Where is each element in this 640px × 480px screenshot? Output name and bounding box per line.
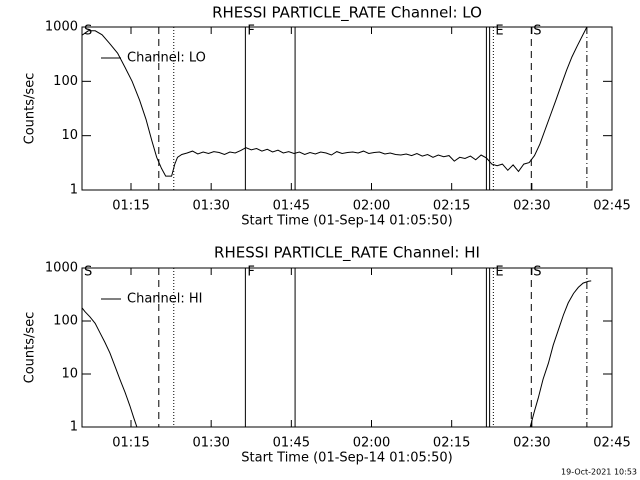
x-tick-label: 02:45 — [593, 199, 630, 214]
x-tick-label: 02:00 — [353, 199, 390, 214]
y-tick-label: 100 — [53, 314, 78, 329]
x-tick-label: 01:30 — [192, 436, 229, 451]
legend-label: Channel: HI — [127, 292, 203, 307]
x-tick-label: 02:30 — [513, 436, 550, 451]
event-label: E — [495, 265, 503, 280]
y-tick-label: 100 — [53, 74, 78, 89]
footer-date: 19-Oct-2021 10:53 — [561, 468, 637, 477]
y-axis-label: Counts/sec — [23, 312, 38, 384]
x-tick-label: 02:45 — [593, 436, 630, 451]
plot-frame — [81, 267, 613, 428]
x-axis-label: Start Time (01-Sep-14 01:05:50) — [241, 214, 452, 229]
x-tick-label: 02:15 — [433, 436, 470, 451]
x-tick-label: 02:00 — [353, 436, 390, 451]
event-label: S — [533, 24, 541, 39]
chart-title: RHESSI PARTICLE_RATE Channel: LO — [212, 4, 482, 23]
x-tick-label: 01:30 — [192, 199, 229, 214]
y-axis-label: Counts/sec — [23, 73, 38, 145]
x-tick-label: 01:45 — [273, 199, 310, 214]
x-tick-label: 01:45 — [273, 436, 310, 451]
x-tick-label: 01:15 — [112, 436, 149, 451]
event-label: F — [247, 24, 254, 39]
y-tick-label: 1000 — [45, 261, 78, 276]
y-tick-label: 1 — [70, 183, 78, 198]
event-label: S — [84, 265, 92, 280]
event-label: S — [533, 265, 541, 280]
x-tick-label: 02:15 — [433, 199, 470, 214]
x-axis-label: Start Time (01-Sep-14 01:05:50) — [241, 451, 452, 466]
x-tick-label: 01:15 — [112, 199, 149, 214]
event-label: E — [495, 24, 503, 39]
data-line — [82, 280, 592, 427]
chart-title: RHESSI PARTICLE_RATE Channel: HI — [214, 244, 480, 263]
y-tick-label: 1000 — [45, 20, 78, 35]
event-label: F — [247, 265, 254, 280]
y-tick-label: 10 — [61, 367, 78, 382]
y-tick-label: 10 — [61, 128, 78, 143]
x-tick-label: 02:30 — [513, 199, 550, 214]
legend-label: Channel: LO — [127, 51, 206, 66]
plot-frame — [81, 26, 613, 191]
y-tick-label: 1 — [70, 420, 78, 435]
data-line — [82, 27, 588, 177]
